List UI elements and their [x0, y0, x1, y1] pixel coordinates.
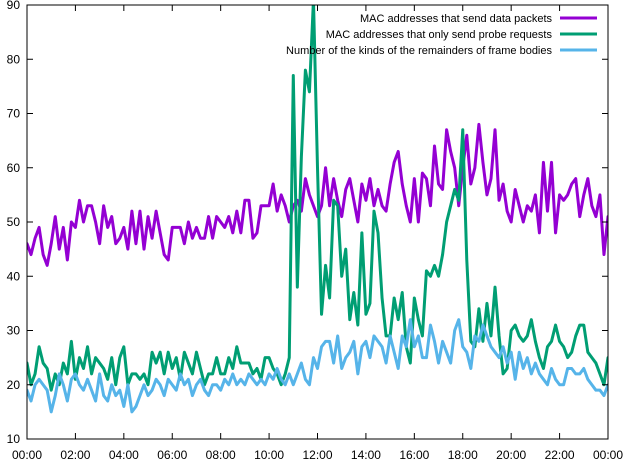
- legend: MAC addresses that send data packets MAC …: [286, 13, 597, 57]
- x-tick-label: 06:00: [157, 448, 187, 462]
- x-tick-label: 18:00: [448, 448, 478, 462]
- x-tick-label: 16:00: [399, 448, 429, 462]
- y-tick-label: 70: [7, 107, 21, 121]
- x-tick-label: 00:00: [593, 448, 623, 462]
- x-tick-label: 02:00: [60, 448, 90, 462]
- y-tick-label: 60: [7, 161, 21, 175]
- x-tick-label: 14:00: [351, 448, 381, 462]
- x-tick-label: 08:00: [206, 448, 236, 462]
- series-line-2: [27, 5, 608, 392]
- y-tick-label: 50: [7, 215, 21, 229]
- x-tick-label: 12:00: [302, 448, 332, 462]
- axes: 00:00 02:00 04:00 06:00 08:00 10:00 12:00 14:00…: [7, 0, 623, 462]
- x-tick-label: 22:00: [545, 448, 575, 462]
- legend-label: MAC addresses that only send probe reque…: [326, 29, 553, 41]
- x-tick-label: 20:00: [496, 448, 526, 462]
- legend-label: Number of the kinds of the remainders of…: [286, 45, 552, 57]
- plot-area: [27, 5, 608, 414]
- y-tick-label: 30: [7, 324, 21, 338]
- y-tick-label: 20: [7, 378, 21, 392]
- y-tick-label: 40: [7, 269, 21, 283]
- legend-label: MAC addresses that send data packets: [360, 13, 552, 25]
- x-tick-label: 00:00: [12, 448, 42, 462]
- series-line-3: [27, 318, 608, 414]
- y-tick-label: 90: [7, 0, 21, 12]
- y-tick-label: 10: [7, 432, 21, 446]
- y-tick-label: 80: [7, 52, 21, 66]
- x-tick-label: 10:00: [254, 448, 284, 462]
- x-tick-label: 04:00: [109, 448, 139, 462]
